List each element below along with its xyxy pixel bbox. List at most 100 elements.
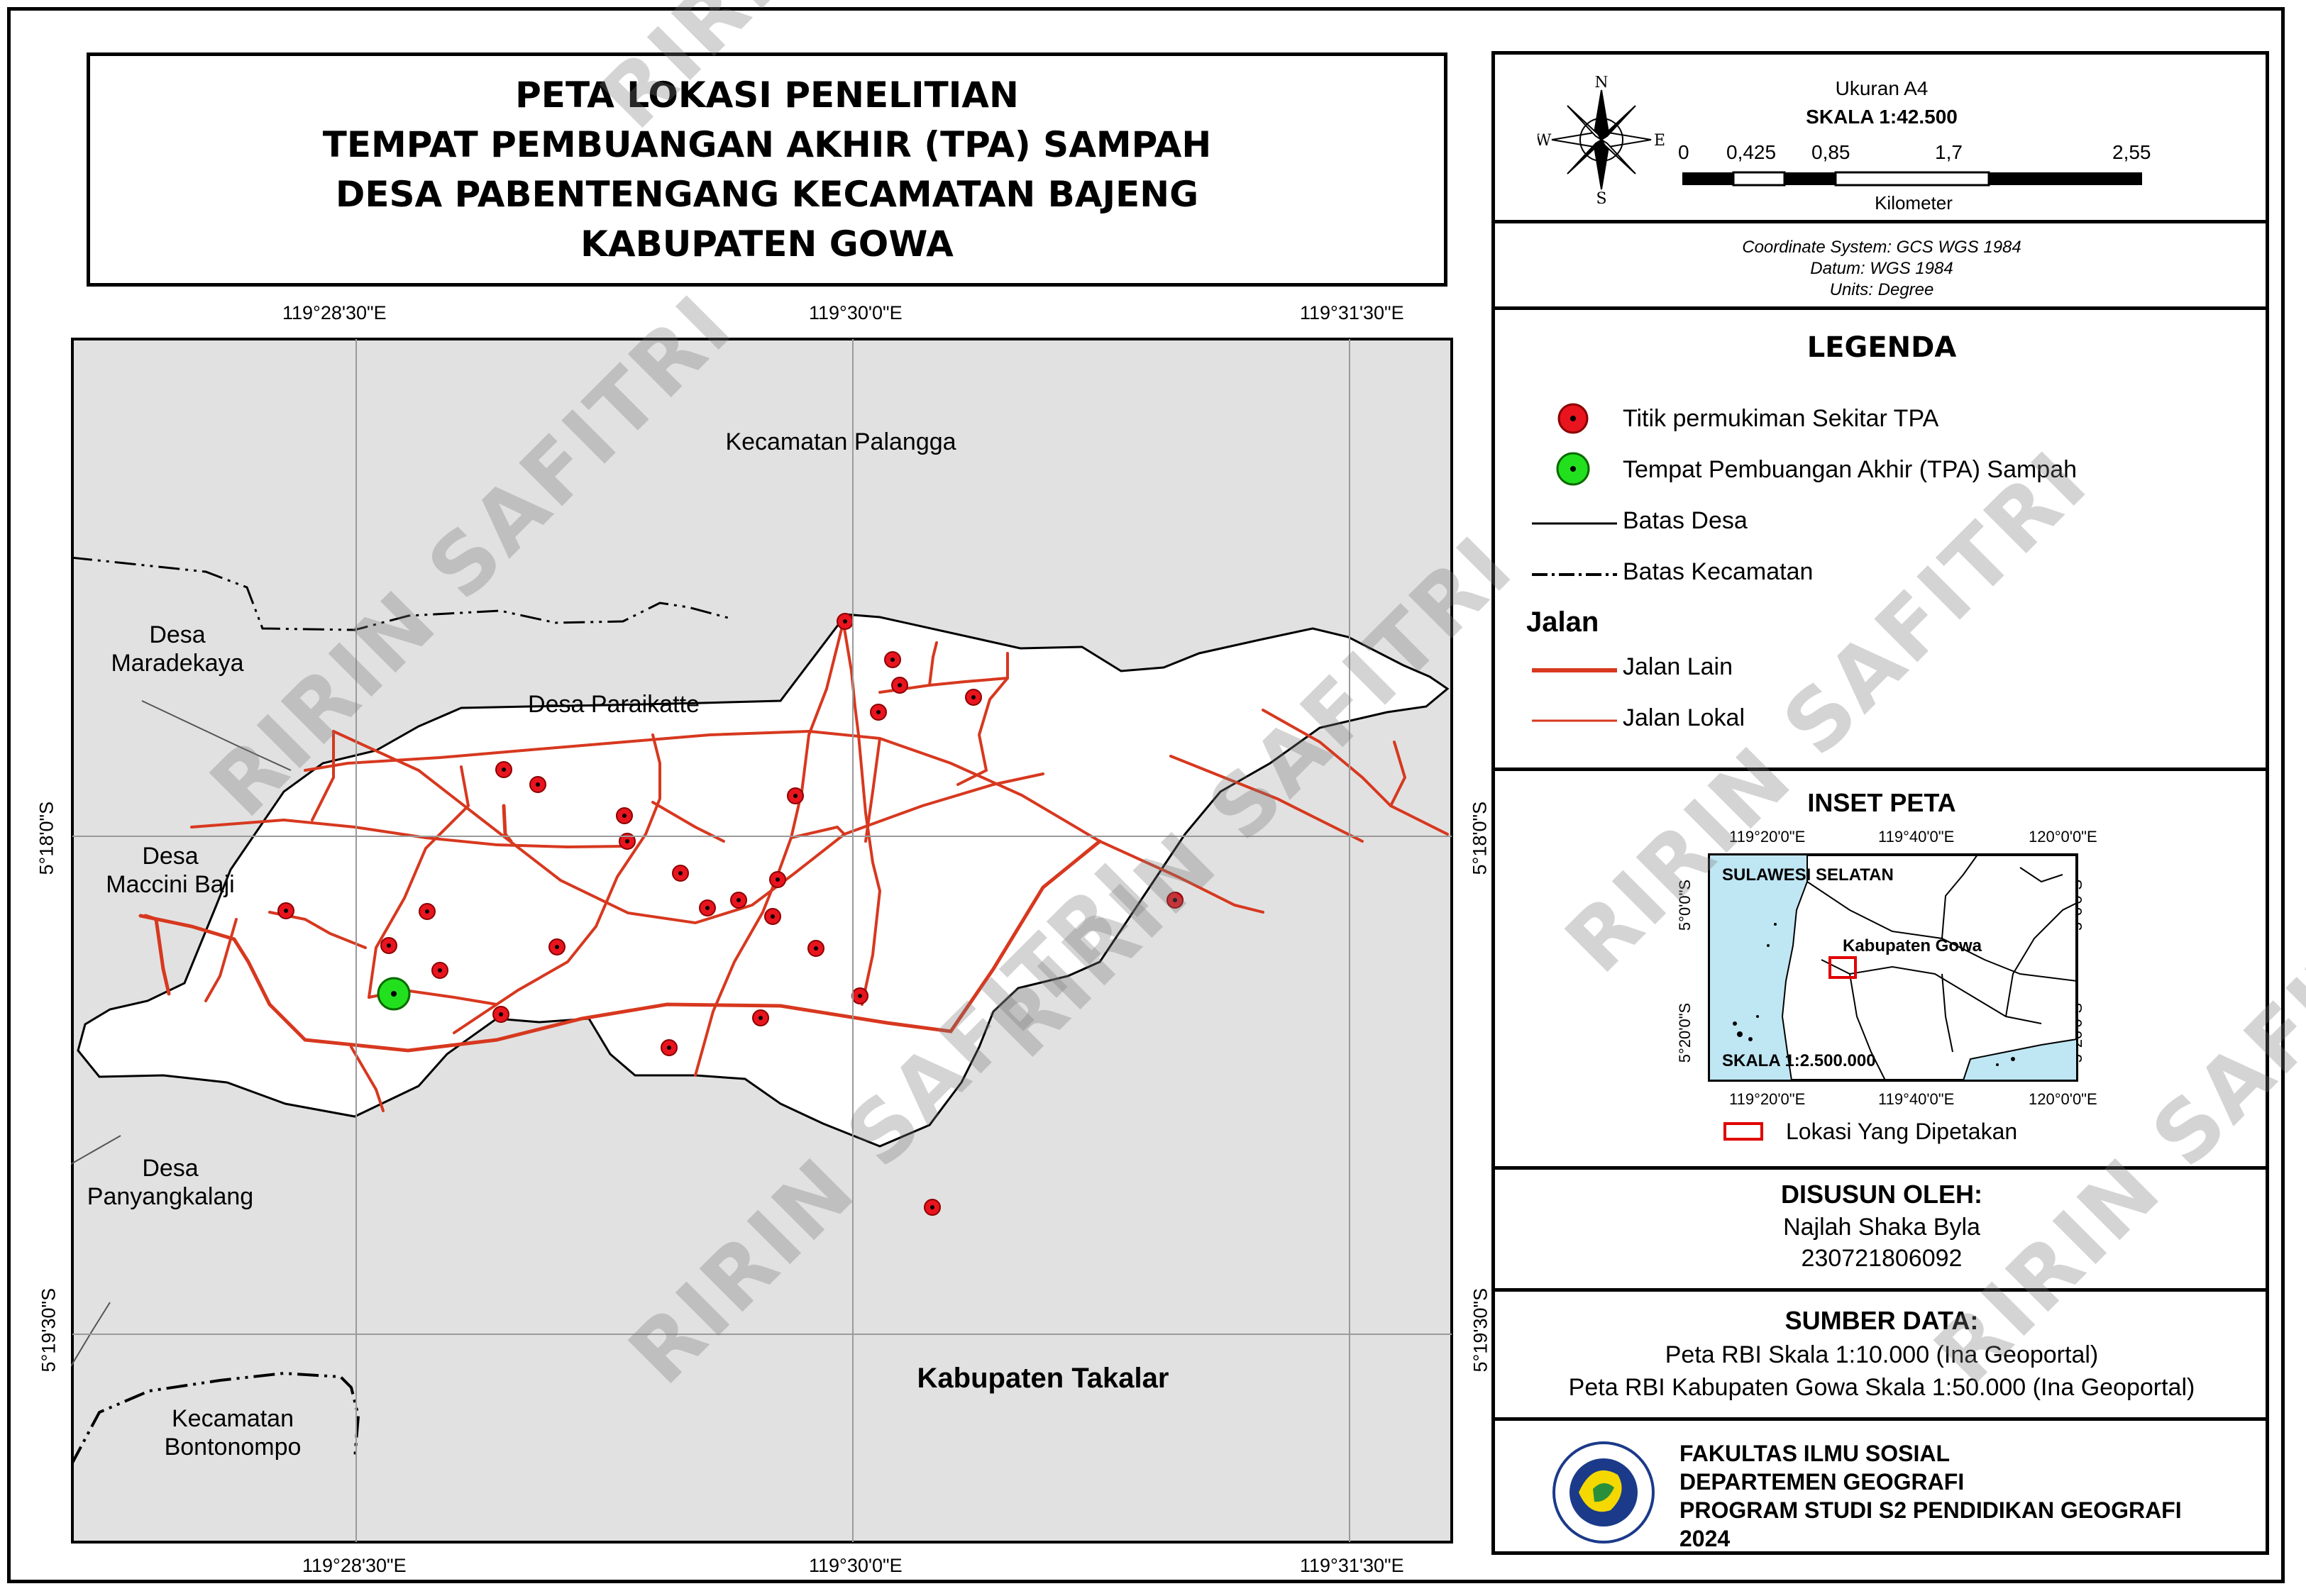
legend-item-jalan-lokal: Jalan Lokal: [1623, 704, 1745, 731]
settlement-point: [837, 613, 854, 630]
author-name: Najlah Shaka Byla: [1783, 1214, 1980, 1241]
title-line-1: PETA LOKASI PENELITIAN: [515, 74, 1019, 116]
settlement-point: [730, 892, 747, 909]
institution-section: FAKULTAS ILMU SOSIAL DEPARTEMEN GEOGRAFI…: [1495, 1421, 2266, 1556]
source-line-2: Peta RBI Kabupaten Gowa Skala 1:50.000 (…: [1568, 1374, 2195, 1401]
settlement-point: [419, 903, 436, 920]
scalebar-tick-3: 1,7: [1935, 141, 1963, 163]
title-line-2: TEMPAT PEMBUANGAN AKHIR (TPA) SAMPAH: [322, 124, 1212, 165]
study-area-polygon: [77, 613, 1450, 1148]
map-frame: [7, 7, 2285, 1583]
settlement-point: [431, 962, 448, 979]
inset-title: INSET PETA: [1807, 788, 1956, 817]
label-maradekaya-2: Maradekaya: [111, 650, 243, 677]
settlement-point: [277, 902, 294, 919]
legend-item-tpa: Tempat Pembuangan Akhir (TPA) Sampah: [1623, 456, 2078, 483]
label-panyangkalang-1: Desa: [142, 1155, 198, 1182]
university-logo-icon: [1552, 1441, 1655, 1544]
red-point-icon: [1557, 403, 1589, 434]
inset-scale-label: SKALA 1:2.500.000: [1722, 1051, 1876, 1070]
map-scale: SKALA 1:42.500: [1806, 106, 1958, 128]
inset-islands: [1733, 923, 2015, 1066]
coord-left-2: 5°19'30"S: [38, 1287, 60, 1373]
inset-location-box: [1828, 956, 1857, 979]
inset-regency-label: Kabupaten Gowa: [1843, 936, 1982, 955]
settlement-point: [1166, 892, 1184, 909]
legend-title: LEGENDA: [1806, 331, 1957, 364]
coord-right-2: 5°19'30"S: [1469, 1287, 1491, 1373]
scalebar-tick-0: 0: [1678, 141, 1689, 163]
settlement-point: [870, 704, 887, 721]
kecamatan-boundary: [70, 556, 732, 631]
inset-bottom-coord-1: 119°20'0"E: [1729, 1090, 1806, 1108]
coord-bottom-1: 119°28'30"E: [302, 1555, 407, 1576]
settlement-point: [548, 938, 566, 955]
inset-top-coord-2: 119°40'0"E: [1878, 828, 1955, 846]
legend-section: LEGENDA Titik permukiman Sekitar TPA Tem…: [1495, 310, 2266, 771]
settlement-point: [661, 1039, 678, 1056]
coordinate-system: Coordinate System: GCS WGS 1984: [1742, 238, 2021, 257]
village-boundary: [70, 1302, 111, 1367]
coord-top-1: 119°28'30"E: [282, 302, 387, 323]
coord-bottom-3: 119°31'30"E: [1300, 1555, 1404, 1576]
inset-bottom-coord-3: 120°0'0"E: [2029, 1090, 2097, 1108]
village-boundary: [70, 1135, 121, 1165]
institution-line-1: FAKULTAS ILMU SOSIAL: [1679, 1441, 1951, 1466]
thin-red-line-icon: [1532, 719, 1617, 722]
compass-n: N: [1594, 76, 1608, 92]
settlement-point: [891, 677, 908, 694]
coordinate-system-section: Coordinate System: GCS WGS 1984 Datum: W…: [1495, 223, 2266, 310]
source-section: SUMBER DATA: Peta RBI Skala 1:10.000 (In…: [1495, 1292, 2266, 1421]
source-line-1: Peta RBI Skala 1:10.000 (Ina Geoportal): [1665, 1341, 2099, 1368]
author-heading: DISUSUN OLEH:: [1780, 1180, 1982, 1209]
institution-line-4: 2024: [1679, 1526, 1731, 1551]
legend-item-district-boundary: Batas Kecamatan: [1623, 558, 1814, 585]
settlement-points: [277, 613, 1184, 1216]
title-line-3: DESA PABENTENGANG KECAMATAN BAJENG: [335, 174, 1199, 215]
inset-left-coord-2: 5°20'0"S: [1676, 1002, 1694, 1063]
institution-line-3: PROGRAM STUDI S2 PENDIDIKAN GEOGRAFI: [1679, 1497, 2182, 1523]
settlement-point: [380, 937, 397, 954]
dash-dot-line-icon: [1532, 573, 1617, 576]
scalebar: [1682, 171, 2142, 187]
inset-left-coord-1: 5°0'0"S: [1676, 879, 1694, 931]
scalebar-tick-4: 2,55: [2112, 141, 2151, 163]
graticule: [72, 339, 1452, 1542]
inset-section: INSET PETA 119°20'0"E 119°40'0"E 120°0'0…: [1495, 771, 2266, 1170]
main-map: Kecamatan Palangga Desa Maradekaya Desa …: [70, 338, 1453, 1544]
institution-line-2: DEPARTEMEN GEOGRAFI: [1679, 1469, 1965, 1495]
inset-legend-label: Lokasi Yang Dipetakan: [1786, 1119, 2018, 1144]
coord-bottom-2: 119°30'0"E: [809, 1555, 903, 1576]
coord-top-2: 119°30'0"E: [809, 302, 903, 323]
author-id: 230721806092: [1801, 1245, 1963, 1272]
settlement-point: [752, 1009, 769, 1026]
source-heading: SUMBER DATA:: [1784, 1306, 1979, 1335]
settlement-point: [851, 987, 868, 1004]
settlement-point: [529, 776, 546, 793]
inset-region-label: SULAWESI SELATAN: [1722, 865, 1894, 885]
coord-top-3: 119°31'30"E: [1300, 302, 1404, 323]
scalebar-tick-1: 0,425: [1726, 141, 1777, 163]
settlement-point: [884, 651, 901, 668]
settlement-point: [965, 689, 982, 706]
compass-rose-icon: N S E W: [1538, 76, 1665, 204]
solid-line-icon: [1532, 522, 1617, 525]
label-bontonompo-2: Bontonompo: [165, 1434, 302, 1461]
village-boundary: [141, 700, 292, 771]
paper-size: Ukuran A4: [1835, 77, 1929, 99]
settlement-point: [495, 761, 512, 778]
title-line-4: KABUPATEN GOWA: [580, 223, 954, 265]
settlement-point: [924, 1199, 941, 1216]
inset-top-coord-3: 120°0'0"E: [2029, 828, 2097, 846]
legend-roads-heading: Jalan: [1526, 606, 1599, 638]
label-maradekaya-1: Desa: [149, 621, 205, 648]
inset-top-coord-1: 119°20'0"E: [1729, 828, 1806, 846]
label-maccini-1: Desa: [142, 843, 198, 870]
inset-legend-box-icon: [1723, 1122, 1763, 1141]
inset-boundaries: [1806, 854, 2078, 1081]
scale-section: N S E W Ukuran A4 SKALA 1:42.500 0 0,425…: [1495, 55, 2266, 223]
legend-item-jalan-lain: Jalan Lain: [1623, 653, 1733, 680]
settlement-point: [672, 865, 689, 882]
compass-e: E: [1654, 132, 1665, 150]
side-panel: N S E W Ukuran A4 SKALA 1:42.500 0 0,425…: [1491, 51, 2269, 1555]
